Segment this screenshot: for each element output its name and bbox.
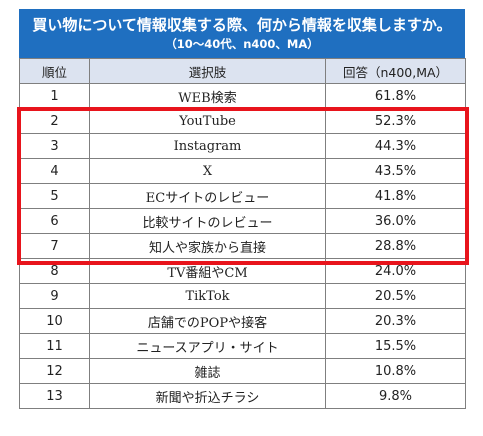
- option-cell: TikTok: [89, 283, 326, 309]
- rank-cell: 9: [19, 283, 90, 309]
- option-cell: Instagram: [89, 133, 326, 159]
- value-cell: 52.3%: [325, 108, 466, 134]
- table-subtitle: （10～40代、n400、MA）: [165, 37, 319, 51]
- option-cell: X: [89, 158, 326, 184]
- table-row: 7 知人や家族から直接 28.8%: [19, 233, 466, 259]
- option-cell: ECサイトのレビュー: [89, 183, 326, 209]
- table-row: 11 ニュースアプリ・サイト 15.5%: [19, 333, 466, 359]
- option-cell: TV番組やCM: [89, 258, 326, 284]
- table-row: 1 WEB検索 61.8%: [19, 83, 466, 109]
- table-row: 8 TV番組やCM 24.0%: [19, 258, 466, 284]
- column-header-value: 回答（n400,MA）: [325, 58, 466, 84]
- option-cell: 新聞や折込チラシ: [89, 383, 326, 409]
- column-header-option: 選択肢: [89, 58, 326, 84]
- table-row: 5 ECサイトのレビュー 41.8%: [19, 183, 466, 209]
- rank-cell: 2: [19, 108, 90, 134]
- value-cell: 24.0%: [325, 258, 466, 284]
- value-cell: 15.5%: [325, 333, 466, 359]
- value-cell: 20.5%: [325, 283, 466, 309]
- value-cell: 10.8%: [325, 358, 466, 384]
- table-row: 2 YouTube 52.3%: [19, 108, 466, 134]
- value-cell: 41.8%: [325, 183, 466, 209]
- table-row: 4 X 43.5%: [19, 158, 466, 184]
- table-title: 買い物について情報収集する際、何から情報を収集しますか。: [32, 16, 452, 34]
- table-row: 12 雑誌 10.8%: [19, 358, 466, 384]
- rank-cell: 10: [19, 308, 90, 334]
- table-header-row: 順位 選択肢 回答（n400,MA）: [19, 58, 466, 84]
- option-cell: WEB検索: [89, 83, 326, 109]
- rank-cell: 8: [19, 258, 90, 284]
- option-cell: 知人や家族から直接: [89, 233, 326, 259]
- rank-cell: 6: [19, 208, 90, 234]
- rank-cell: 3: [19, 133, 90, 159]
- value-cell: 36.0%: [325, 208, 466, 234]
- rank-cell: 13: [19, 383, 90, 409]
- option-cell: 店舗でのPOPや接客: [89, 308, 326, 334]
- rank-cell: 7: [19, 233, 90, 259]
- table-row: 6 比較サイトのレビュー 36.0%: [19, 208, 466, 234]
- value-cell: 61.8%: [325, 83, 466, 109]
- value-cell: 43.5%: [325, 158, 466, 184]
- rank-cell: 12: [19, 358, 90, 384]
- value-cell: 20.3%: [325, 308, 466, 334]
- option-cell: 比較サイトのレビュー: [89, 208, 326, 234]
- table-row: 3 Instagram 44.3%: [19, 133, 466, 159]
- table-row: 10 店舗でのPOPや接客 20.3%: [19, 308, 466, 334]
- option-cell: YouTube: [89, 108, 326, 134]
- results-table: 順位 選択肢 回答（n400,MA） 1 WEB検索 61.8% 2 YouTu…: [19, 58, 466, 409]
- value-cell: 9.8%: [325, 383, 466, 409]
- value-cell: 28.8%: [325, 233, 466, 259]
- option-cell: ニュースアプリ・サイト: [89, 333, 326, 359]
- option-cell: 雑誌: [89, 358, 326, 384]
- table-row: 13 新聞や折込チラシ 9.8%: [19, 383, 466, 409]
- rank-cell: 11: [19, 333, 90, 359]
- table-row: 9 TikTok 20.5%: [19, 283, 466, 309]
- value-cell: 44.3%: [325, 133, 466, 159]
- rank-cell: 4: [19, 158, 90, 184]
- rank-cell: 1: [19, 83, 90, 109]
- column-header-rank: 順位: [19, 58, 90, 84]
- rank-cell: 5: [19, 183, 90, 209]
- table-title-banner: 買い物について情報収集する際、何から情報を収集しますか。 （10～40代、n40…: [19, 9, 465, 58]
